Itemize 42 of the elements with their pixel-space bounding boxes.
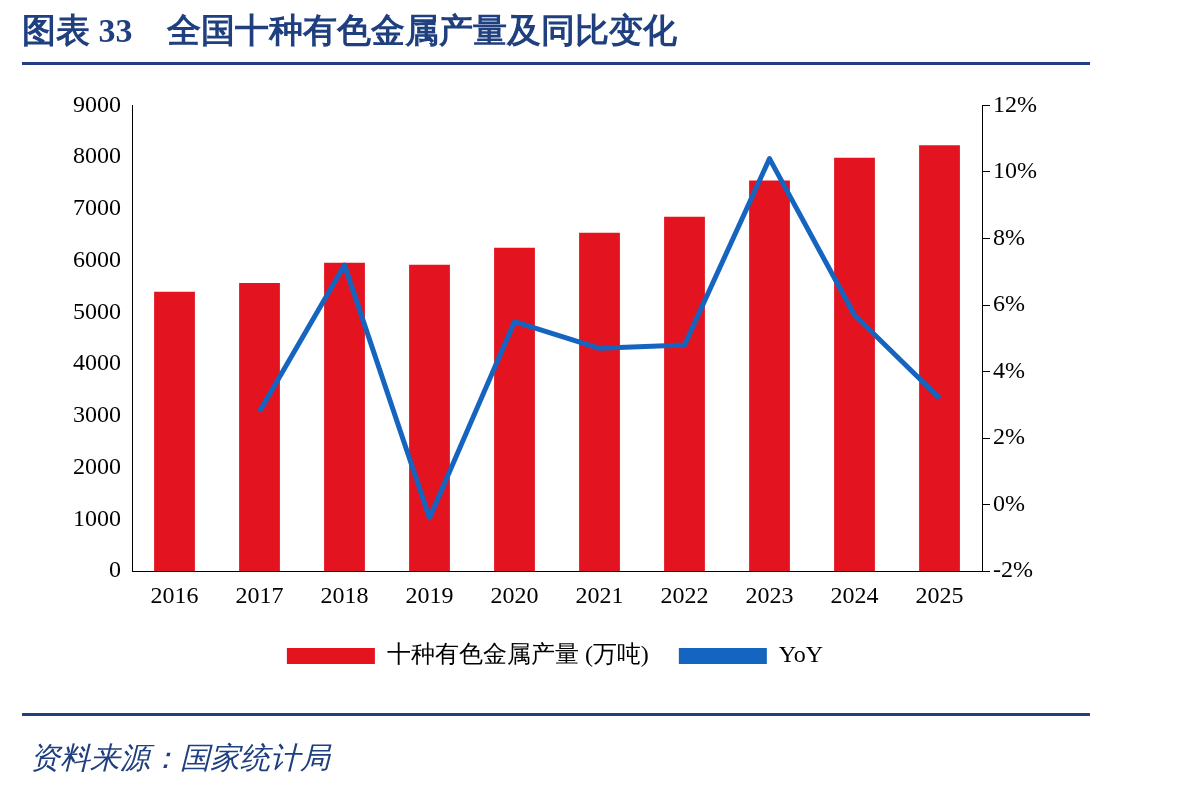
bar [494,247,535,572]
x-tick-label: 2018 [320,581,369,608]
y2-tick-label: 12% [993,90,1038,117]
y2-tick-label: 8% [993,223,1026,250]
legend-label: YoY [778,641,824,668]
y2-tick-label: 4% [993,356,1026,383]
bar [834,157,875,572]
x-tick-label: 2023 [745,581,794,608]
y-tick-label: 4000 [73,349,121,376]
x-tick-label: 2022 [660,581,709,608]
bar [239,282,280,572]
y2-tick-label: 6% [993,290,1026,317]
y-tick-label: 1000 [73,504,121,531]
x-tick-label: 2017 [235,581,284,608]
x-tick-label: 2016 [150,581,199,608]
y2-tick-label: -2% [993,556,1033,583]
y2-tick-label: 10% [993,157,1038,184]
y-tick-label: 5000 [73,297,121,324]
y2-tick-label: 0% [993,489,1026,516]
x-tick-label: 2020 [490,581,539,608]
bar [749,180,790,572]
bar [409,264,450,572]
bar [579,232,620,572]
bar [919,145,960,572]
chart-title: 图表 33 全国十种有色金属产量及同比变化 [22,11,677,51]
text: 资料来源：国家统计局 [30,740,330,776]
legend-label: 十种有色金属产量 (万吨) [386,641,649,668]
y-tick-label: 6000 [73,245,121,272]
y-tick-label: 2000 [73,452,121,479]
bar [154,291,195,572]
x-tick-label: 2021 [575,581,624,608]
x-tick-label: 2024 [830,581,879,608]
y-tick-label: 7000 [73,194,121,221]
y-tick-label: 0 [109,556,121,583]
y-tick-label: 9000 [73,90,121,117]
y-tick-label: 8000 [73,142,121,169]
x-tick-label: 2025 [915,581,964,608]
bar [664,216,705,572]
y2-tick-label: 2% [993,423,1026,450]
y-tick-label: 3000 [73,401,121,428]
x-tick-label: 2019 [405,581,454,608]
bar [324,262,365,572]
